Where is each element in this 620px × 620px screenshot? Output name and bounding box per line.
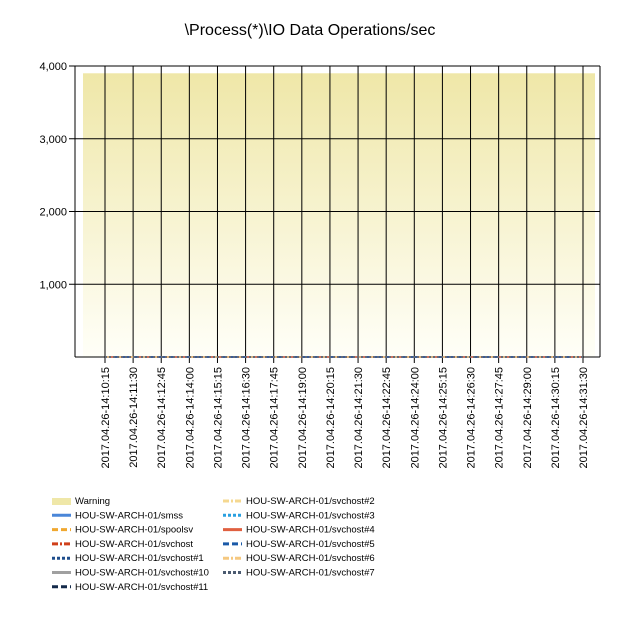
x-tick-label: 2017.04.26-14:21:30 <box>353 367 365 469</box>
y-tick-label: 3,000 <box>39 134 67 146</box>
x-tick-label: 2017.04.26-14:12:45 <box>156 367 168 469</box>
legend-label: HOU-SW-ARCH-01/svchost#2 <box>246 496 375 507</box>
x-tick-label: 2017.04.26-14:10:15 <box>100 367 112 469</box>
x-tick-label: 2017.04.26-14:19:00 <box>297 367 309 469</box>
x-tick-label: 2017.04.26-14:15:15 <box>212 367 224 469</box>
x-tick-label: 2017.04.26-14:26:30 <box>466 367 478 469</box>
y-tick-label: 1,000 <box>39 279 67 291</box>
legend-label: HOU-SW-ARCH-01/svchost#1 <box>75 553 204 564</box>
legend-label: Warning <box>75 496 110 507</box>
legend-label: HOU-SW-ARCH-01/svchost <box>75 539 193 550</box>
x-tick-label: 2017.04.26-14:24:00 <box>409 367 421 469</box>
x-tick-label: 2017.04.26-14:16:30 <box>241 367 253 469</box>
y-tick-label: 2,000 <box>39 207 67 219</box>
x-tick-label: 2017.04.26-14:31:30 <box>578 367 590 469</box>
warning-band <box>83 73 595 358</box>
legend-swatch-warning <box>52 498 71 505</box>
legend-label: HOU-SW-ARCH-01/svchost#3 <box>246 510 375 521</box>
x-tick-label: 2017.04.26-14:11:30 <box>128 367 140 468</box>
legend-label: HOU-SW-ARCH-01/spoolsv <box>75 525 193 536</box>
x-tick-label: 2017.04.26-14:25:15 <box>437 367 449 469</box>
chart-title: \Process(*)\IO Data Operations/sec <box>185 22 436 39</box>
legend-label: HOU-SW-ARCH-01/svchost#6 <box>246 553 375 564</box>
x-tick-label: 2017.04.26-14:20:15 <box>325 367 337 469</box>
x-tick-label: 2017.04.26-14:29:00 <box>522 367 534 469</box>
x-tick-label: 2017.04.26-14:22:45 <box>381 367 393 469</box>
legend-label: HOU-SW-ARCH-01/svchost#4 <box>246 525 375 536</box>
x-tick-label: 2017.04.26-14:27:45 <box>494 367 506 469</box>
legend-label: HOU-SW-ARCH-01/svchost#10 <box>75 568 209 579</box>
legend-label: HOU-SW-ARCH-01/svchost#7 <box>246 568 375 579</box>
x-tick-label: 2017.04.26-14:17:45 <box>269 367 281 469</box>
x-tick-label: 2017.04.26-14:30:15 <box>550 367 562 469</box>
legend-label: HOU-SW-ARCH-01/svchost#11 <box>75 582 208 593</box>
x-tick-label: 2017.04.26-14:14:00 <box>184 367 196 469</box>
legend-label: HOU-SW-ARCH-01/smss <box>75 510 183 521</box>
y-tick-label: 4,000 <box>39 61 67 73</box>
legend-label: HOU-SW-ARCH-01/svchost#5 <box>246 539 375 550</box>
